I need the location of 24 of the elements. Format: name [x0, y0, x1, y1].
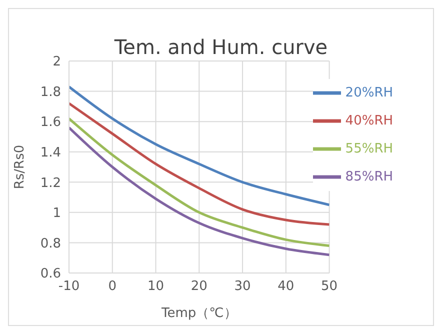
legend-label: 85%RH	[345, 170, 393, 185]
x-tick-label: 10	[147, 279, 164, 294]
x-tick-label: 40	[278, 279, 294, 294]
y-tick-label: 1	[52, 206, 61, 222]
chart-title: Tem. and Hum. curve	[114, 35, 328, 59]
y-tick-label: 2	[52, 54, 61, 70]
x-tick-label: 30	[234, 279, 251, 294]
y-axis-title: Rs/Rs0	[12, 144, 28, 190]
x-tick-label: 0	[108, 279, 117, 294]
legend-label: 20%RH	[345, 86, 393, 101]
legend-label: 55%RH	[345, 142, 393, 157]
y-tick-label: 1.4	[40, 145, 61, 160]
line-series	[69, 102, 330, 226]
line-series	[69, 85, 330, 206]
x-tick-label: 50	[321, 279, 338, 294]
x-tick-label: 20	[190, 279, 208, 294]
y-tick-label: 1.6	[40, 115, 61, 130]
legend-label: 40%RH	[345, 114, 393, 129]
y-tick-label: 0.8	[40, 236, 61, 252]
y-tick-label: 1.2	[40, 176, 61, 191]
x-axis-title: Temp（℃）	[160, 306, 237, 321]
y-tick-label: 0.6	[40, 266, 61, 282]
y-tick-label: 1.8	[40, 84, 61, 100]
x-tick-label: -10	[58, 279, 80, 294]
